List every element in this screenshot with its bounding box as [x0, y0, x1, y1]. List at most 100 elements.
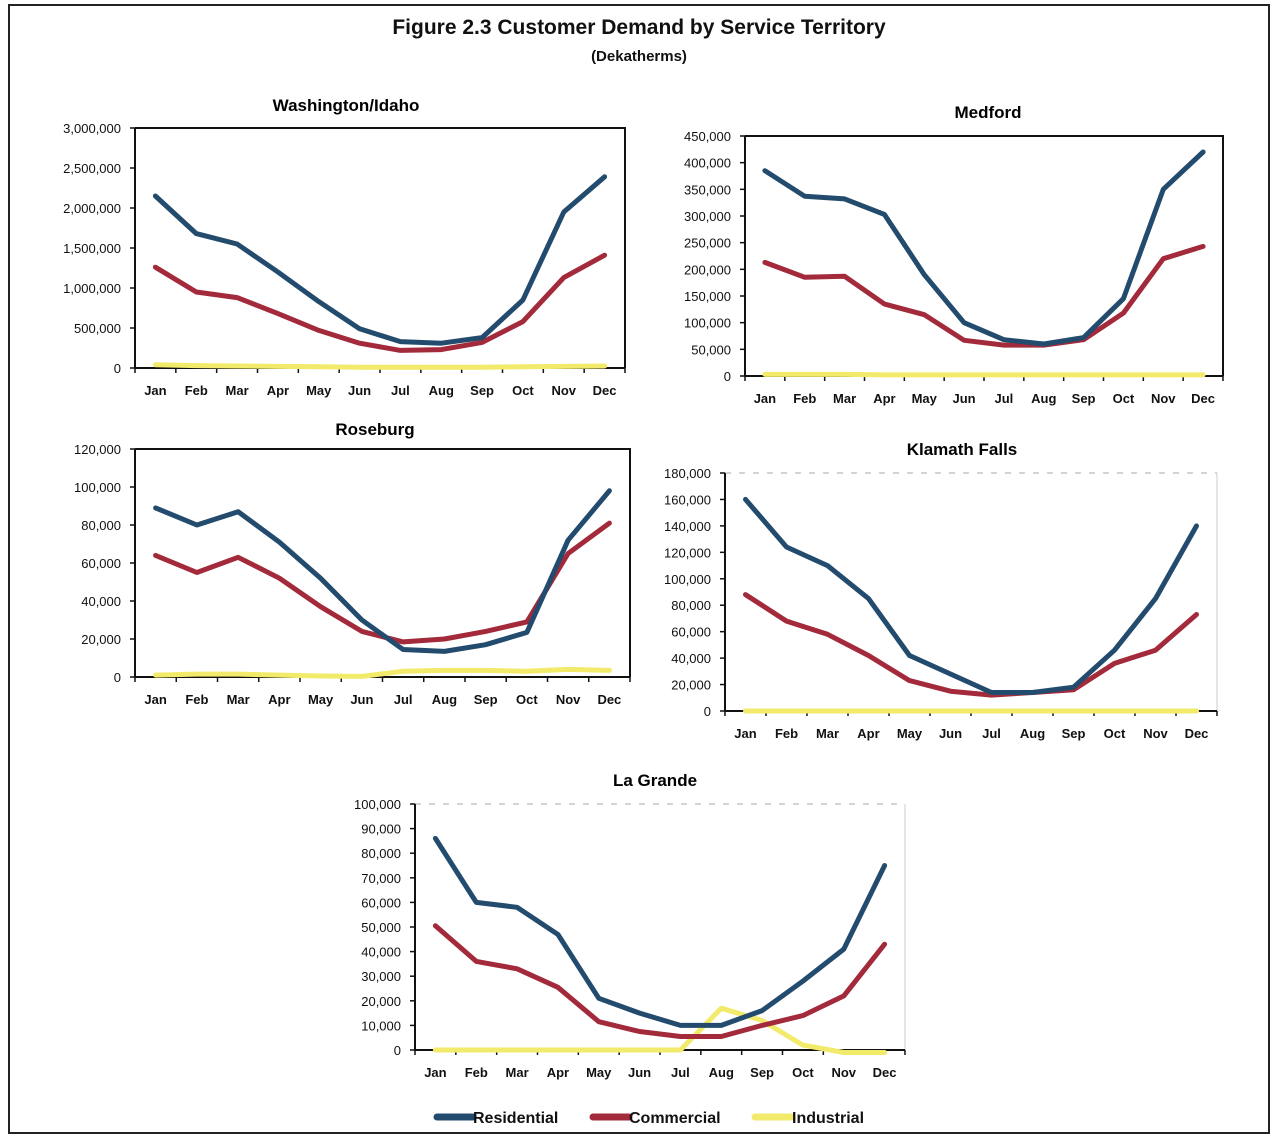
plot-border: [745, 135, 1224, 376]
series-line-commercial: [432, 923, 888, 1039]
x-tick-label: Mar: [226, 383, 249, 398]
figure-title: Figure 2.3 Customer Demand by Service Te…: [392, 16, 886, 39]
y-tick-label: 300,000: [684, 209, 731, 224]
x-tick-label: Aug: [429, 383, 454, 398]
x-tick-label: Jan: [734, 726, 756, 741]
x-tick-label: Apr: [268, 692, 290, 707]
x-tick-label: Mar: [506, 1065, 529, 1080]
series-line-residential: [153, 488, 612, 654]
series-line-commercial: [153, 520, 612, 645]
x-tick-label: May: [306, 383, 332, 398]
x-tick-label: Sep: [1062, 726, 1086, 741]
x-tick-label: Nov: [556, 692, 581, 707]
x-tick-label: Feb: [185, 692, 208, 707]
x-tick-label: Dec: [1191, 391, 1215, 406]
figure-subtitle: (Dekatherms): [591, 48, 687, 65]
x-tick-label: Sep: [470, 383, 494, 398]
x-tick-label: Jul: [391, 383, 410, 398]
y-tick-label: 500,000: [74, 321, 121, 336]
y-tick-label: 150,000: [684, 289, 731, 304]
x-tick-label: Oct: [1113, 391, 1135, 406]
x-tick-label: Nov: [1151, 391, 1176, 406]
x-tick-label: Dec: [1185, 726, 1209, 741]
x-tick-label: Aug: [432, 692, 457, 707]
series-line-commercial: [743, 592, 1199, 698]
x-tick-label: Mar: [227, 692, 250, 707]
y-tick-label: 60,000: [81, 556, 121, 571]
x-tick-label: Sep: [750, 1065, 774, 1080]
y-tick-label: 180,000: [664, 466, 711, 481]
chart-3: Klamath Falls 180,000 160,000 140,000 120,00…: [664, 440, 1218, 741]
x-tick-label: Mar: [816, 726, 839, 741]
x-tick-label: Dec: [597, 692, 621, 707]
y-tick-label: 3,000,000: [63, 121, 121, 136]
plot-border: [135, 448, 631, 677]
y-tick-label: 0: [114, 670, 121, 685]
x-tick-label: Dec: [593, 383, 617, 398]
x-tick-label: Jul: [671, 1065, 690, 1080]
x-tick-label: Feb: [465, 1065, 488, 1080]
y-tick-label: 100,000: [664, 572, 711, 587]
chart-title: Washington/Idaho: [273, 96, 420, 115]
chart-1: Medford 450,000 400,000 350,000 300,000 250,0…: [684, 103, 1224, 406]
x-tick-label: Feb: [775, 726, 798, 741]
x-tick-label: Jan: [424, 1065, 446, 1080]
x-tick-label: Feb: [793, 391, 816, 406]
x-tick-label: Jul: [394, 692, 413, 707]
x-tick-label: Jun: [348, 383, 371, 398]
x-tick-label: Sep: [474, 692, 498, 707]
y-tick-label: 50,000: [691, 342, 731, 357]
y-tick-label: 10,000: [361, 1018, 401, 1033]
x-tick-label: Sep: [1072, 391, 1096, 406]
x-tick-label: Jan: [754, 391, 776, 406]
y-tick-label: 160,000: [664, 492, 711, 507]
legend-label-residential: Residential: [473, 1110, 558, 1127]
y-tick-label: 80,000: [671, 598, 711, 613]
x-tick-label: Oct: [516, 692, 538, 707]
y-tick-label: 120,000: [664, 545, 711, 560]
chart-title: Medford: [954, 103, 1021, 122]
y-tick-label: 1,000,000: [63, 281, 121, 296]
y-tick-label: 400,000: [684, 156, 731, 171]
x-tick-label: Apr: [267, 383, 289, 398]
x-tick-label: May: [308, 692, 334, 707]
y-tick-label: 80,000: [361, 846, 401, 861]
y-tick-label: 0: [724, 369, 731, 384]
x-tick-label: Apr: [547, 1065, 569, 1080]
y-tick-label: 20,000: [361, 994, 401, 1009]
y-tick-label: 250,000: [684, 236, 731, 251]
x-tick-label: Jun: [350, 692, 373, 707]
y-tick-label: 40,000: [671, 651, 711, 666]
y-tick-label: 2,000,000: [63, 201, 121, 216]
x-tick-label: Oct: [1104, 726, 1126, 741]
series-line-residential: [432, 835, 888, 1028]
series-line-residential: [743, 496, 1199, 695]
x-tick-label: Aug: [709, 1065, 734, 1080]
x-tick-label: Apr: [873, 391, 895, 406]
chart-2: Roseburg 120,000 100,000 80,000 60,000 40,000…: [74, 420, 631, 707]
x-tick-label: May: [897, 726, 923, 741]
x-tick-label: Jun: [953, 391, 976, 406]
x-tick-label: Jun: [628, 1065, 651, 1080]
chart-4: La Grande 100,000 90,000 80,000 70,000 60,000…: [354, 771, 906, 1080]
series-line-residential: [762, 149, 1206, 347]
series-line-commercial: [152, 252, 608, 353]
y-tick-label: 40,000: [81, 594, 121, 609]
y-tick-label: 100,000: [74, 480, 121, 495]
chart-title: Roseburg: [335, 420, 414, 439]
y-tick-label: 1,500,000: [63, 241, 121, 256]
x-tick-label: Nov: [551, 383, 576, 398]
y-tick-label: 450,000: [684, 129, 731, 144]
y-tick-label: 30,000: [361, 969, 401, 984]
plot-border: [135, 127, 626, 368]
x-tick-label: Jul: [995, 391, 1014, 406]
series-line-industrial: [432, 1005, 888, 1055]
y-tick-label: 40,000: [361, 945, 401, 960]
series-line-residential: [152, 174, 608, 346]
legend-label-industrial: Industrial: [792, 1110, 864, 1127]
figure-frame: [8, 4, 1270, 1134]
y-tick-label: 2,500,000: [63, 161, 121, 176]
y-tick-label: 0: [704, 704, 711, 719]
x-tick-label: Apr: [857, 726, 879, 741]
